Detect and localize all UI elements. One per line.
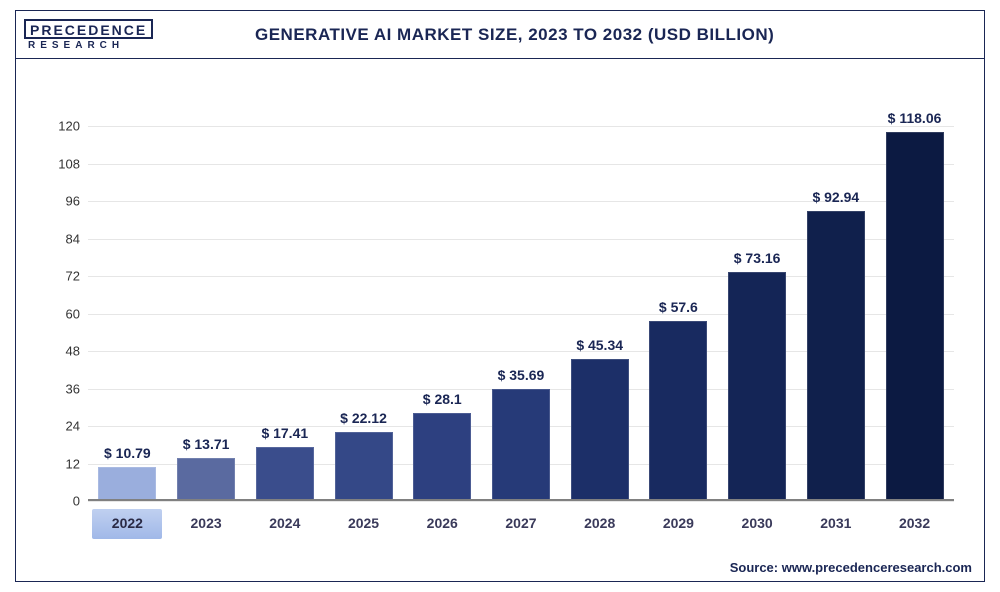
bar-group: $ 118.06	[880, 110, 950, 501]
x-tick-label: 2029	[643, 509, 713, 539]
bar-value-label: $ 118.06	[888, 110, 942, 126]
y-tick-label: 120	[48, 119, 80, 134]
bar	[886, 132, 944, 501]
logo-top: PRECEDENCE	[24, 19, 153, 39]
bar	[335, 432, 393, 501]
y-tick-label: 48	[48, 344, 80, 359]
bar-group: $ 35.69	[486, 367, 556, 501]
bar-group: $ 22.12	[329, 410, 399, 501]
x-tick-label: 2032	[880, 509, 950, 539]
grid-line	[88, 501, 954, 502]
chart-title: GENERATIVE AI MARKET SIZE, 2023 TO 2032 …	[173, 25, 976, 45]
x-tick-label: 2025	[329, 509, 399, 539]
bar-group: $ 13.71	[171, 436, 241, 501]
bar-group: $ 10.79	[92, 445, 162, 501]
x-tick-label: 2023	[171, 509, 241, 539]
bar-value-label: $ 92.94	[812, 189, 859, 205]
logo-bottom: RESEARCH	[24, 41, 153, 51]
bar-group: $ 17.41	[250, 425, 320, 501]
bar-group: $ 28.1	[407, 391, 477, 501]
bar-value-label: $ 73.16	[734, 250, 781, 266]
bar	[177, 458, 235, 501]
bar-group: $ 45.34	[565, 337, 635, 501]
x-tick-label: 2022	[92, 509, 162, 539]
bar-value-label: $ 10.79	[104, 445, 151, 461]
bar-value-label: $ 13.71	[183, 436, 230, 452]
bars-container: $ 10.79 $ 13.71 $ 17.41 $ 22.12 $ 28.1 $ 35.6…	[88, 101, 954, 501]
bar-value-label: $ 22.12	[340, 410, 387, 426]
bar	[571, 359, 629, 501]
x-axis-line	[88, 499, 954, 501]
bar-value-label: $ 57.6	[659, 299, 698, 315]
bar	[728, 272, 786, 501]
logo: PRECEDENCE RESEARCH	[24, 19, 153, 51]
bar	[413, 413, 471, 501]
bar-value-label: $ 17.41	[261, 425, 308, 441]
bar-group: $ 73.16	[722, 250, 792, 501]
y-tick-label: 0	[48, 494, 80, 509]
y-tick-label: 36	[48, 381, 80, 396]
x-tick-label: 2026	[407, 509, 477, 539]
bar-group: $ 92.94	[801, 189, 871, 501]
plot-area: $ 10.79 $ 13.71 $ 17.41 $ 22.12 $ 28.1 $ 35.6…	[88, 101, 954, 501]
bar-value-label: $ 28.1	[423, 391, 462, 407]
bar	[98, 467, 156, 501]
source-text: Source: www.precedenceresearch.com	[730, 560, 972, 575]
x-tick-label: 2027	[486, 509, 556, 539]
y-tick-label: 72	[48, 269, 80, 284]
y-tick-label: 60	[48, 306, 80, 321]
x-tick-label: 2024	[250, 509, 320, 539]
y-tick-label: 96	[48, 194, 80, 209]
y-tick-label: 108	[48, 156, 80, 171]
bar-value-label: $ 45.34	[576, 337, 623, 353]
bar	[807, 211, 865, 501]
x-tick-label: 2028	[565, 509, 635, 539]
bar	[492, 389, 550, 501]
bar	[649, 321, 707, 501]
x-tick-label: 2030	[722, 509, 792, 539]
bar	[256, 447, 314, 501]
y-tick-label: 24	[48, 419, 80, 434]
x-tick-label: 2031	[801, 509, 871, 539]
bar-group: $ 57.6	[643, 299, 713, 501]
header: PRECEDENCE RESEARCH GENERATIVE AI MARKET…	[16, 11, 984, 59]
chart-frame: PRECEDENCE RESEARCH GENERATIVE AI MARKET…	[15, 10, 985, 582]
x-axis-labels: 2022 2023 2024 2025 2026 2027 2028 2029 2030 2031…	[88, 509, 954, 539]
y-tick-label: 12	[48, 456, 80, 471]
y-tick-label: 84	[48, 231, 80, 246]
bar-value-label: $ 35.69	[498, 367, 545, 383]
